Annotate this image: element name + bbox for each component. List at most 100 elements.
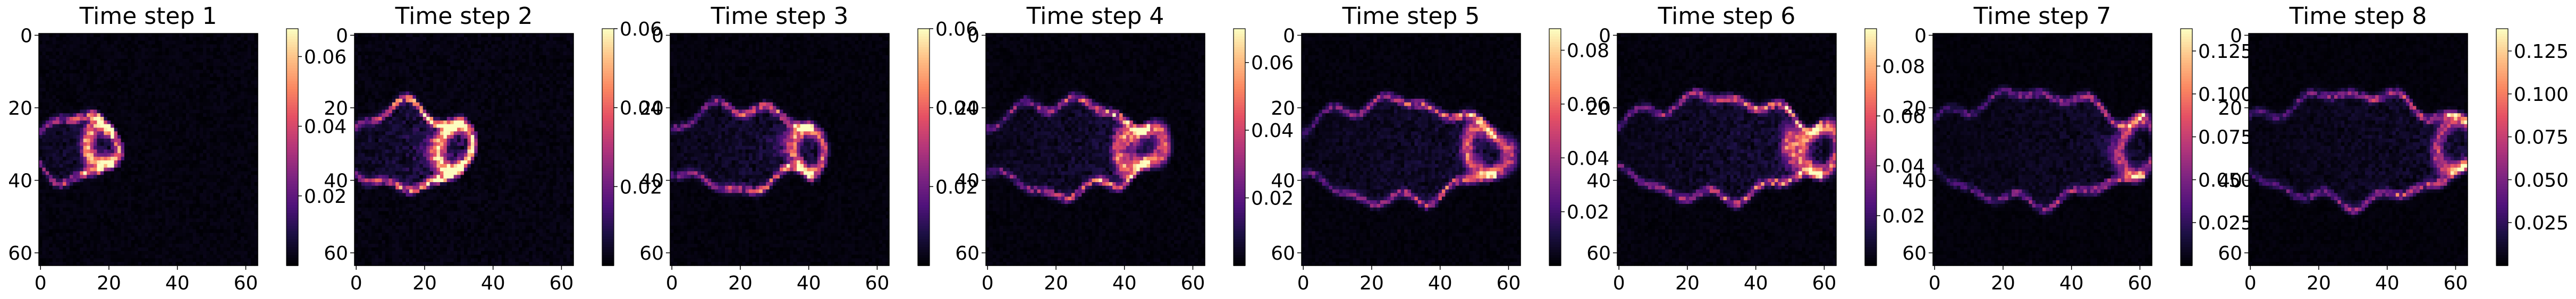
heatmap-cell — [53, 178, 56, 182]
heatmap-cell — [200, 171, 204, 175]
heatmap-cell — [80, 99, 83, 102]
heatmap-cell — [148, 164, 152, 168]
heatmap-cell — [97, 48, 100, 52]
heatmap-cell — [158, 190, 162, 193]
heatmap-cell — [128, 121, 131, 124]
heatmap-cell — [248, 77, 251, 81]
heatmap-cell — [231, 66, 234, 70]
heatmap-cell — [131, 150, 135, 153]
heatmap-cell — [100, 95, 104, 99]
heatmap-cell — [203, 113, 207, 117]
heatmap-cell — [46, 182, 49, 186]
heatmap-cell — [182, 146, 186, 150]
heatmap-cell — [100, 88, 104, 91]
heatmap-cell — [206, 178, 210, 182]
heatmap-cell — [158, 139, 162, 142]
heatmap-cell — [151, 84, 155, 88]
heatmap-cell — [128, 157, 131, 160]
heatmap-cell — [97, 128, 100, 132]
heatmap-cell — [128, 33, 131, 37]
heatmap-cell — [53, 135, 56, 139]
heatmap-cell — [248, 178, 251, 182]
heatmap-cell — [134, 37, 138, 41]
heatmap-cell — [63, 77, 66, 81]
heatmap-cell — [66, 193, 70, 197]
heatmap-cell — [145, 113, 149, 117]
heatmap-cell — [131, 197, 135, 200]
heatmap-cell — [46, 73, 49, 77]
heatmap-cell — [151, 109, 155, 113]
heatmap-cell — [251, 175, 255, 178]
heatmap-cell — [70, 81, 73, 84]
heatmap-cell — [42, 106, 46, 110]
heatmap-cell — [42, 55, 46, 59]
heatmap-cell — [172, 186, 176, 190]
heatmap-cell — [117, 175, 121, 178]
heatmap-cell — [63, 81, 66, 84]
heatmap-cell — [196, 109, 200, 113]
heatmap-cell — [42, 186, 46, 190]
heatmap-cell — [158, 113, 162, 117]
heatmap-cell — [237, 190, 241, 193]
heatmap-cell — [117, 142, 121, 146]
heatmap-cell — [231, 164, 234, 168]
heatmap-cell — [100, 102, 104, 106]
heatmap-cell — [70, 48, 73, 52]
heatmap-cell — [186, 157, 190, 160]
heatmap-cell — [77, 73, 80, 77]
heatmap-cell — [134, 150, 138, 153]
heatmap-cell — [114, 48, 118, 52]
heatmap-cell — [104, 37, 107, 41]
heatmap-cell — [46, 131, 49, 135]
heatmap-cell — [124, 190, 128, 193]
heatmap-cell — [42, 131, 46, 135]
heatmap-cell — [237, 128, 241, 132]
heatmap-cell — [73, 124, 77, 128]
heatmap-cell — [111, 168, 114, 172]
heatmap-cell — [182, 33, 186, 37]
heatmap-cell — [145, 66, 149, 70]
heatmap-cell — [234, 66, 238, 70]
heatmap-cell — [39, 52, 43, 55]
heatmap-cell — [227, 37, 231, 41]
heatmap-cell — [141, 168, 145, 172]
heatmap-cell — [158, 66, 162, 70]
heatmap-cell — [53, 91, 56, 95]
heatmap-cell — [131, 37, 135, 41]
heatmap-cell — [162, 186, 166, 190]
heatmap-cell — [155, 59, 159, 63]
heatmap-cell — [203, 63, 207, 66]
heatmap-cell — [179, 48, 183, 52]
heatmap-cell — [134, 95, 138, 99]
heatmap-cell — [138, 88, 142, 91]
heatmap-cell — [206, 109, 210, 113]
heatmap-cell — [53, 168, 56, 172]
heatmap-cell — [94, 59, 97, 63]
heatmap-cell — [114, 102, 118, 106]
heatmap-cell — [87, 146, 90, 150]
heatmap-cell — [155, 109, 159, 113]
heatmap-cell — [224, 164, 227, 168]
heatmap-cell — [134, 193, 138, 197]
heatmap-cell — [77, 139, 80, 142]
heatmap-cell — [124, 41, 128, 45]
heatmap-cell — [87, 178, 90, 182]
heatmap-cell — [70, 113, 73, 117]
heatmap-cell — [90, 168, 94, 172]
heatmap-cell — [224, 41, 227, 45]
heatmap-cell — [53, 150, 56, 153]
heatmap-cell — [158, 44, 162, 48]
heatmap-cell — [111, 70, 114, 73]
heatmap-cell — [42, 193, 46, 197]
heatmap-cell — [151, 178, 155, 182]
heatmap-cell — [87, 113, 90, 117]
heatmap-cell — [237, 77, 241, 81]
heatmap-cell — [87, 81, 90, 84]
heatmap-cell — [94, 113, 97, 117]
heatmap-cell — [162, 37, 166, 41]
heatmap-cell — [56, 197, 60, 200]
heatmap-cell — [42, 48, 46, 52]
heatmap-cell — [138, 33, 142, 37]
heatmap-cell — [46, 178, 49, 182]
heatmap-cell — [97, 41, 100, 45]
